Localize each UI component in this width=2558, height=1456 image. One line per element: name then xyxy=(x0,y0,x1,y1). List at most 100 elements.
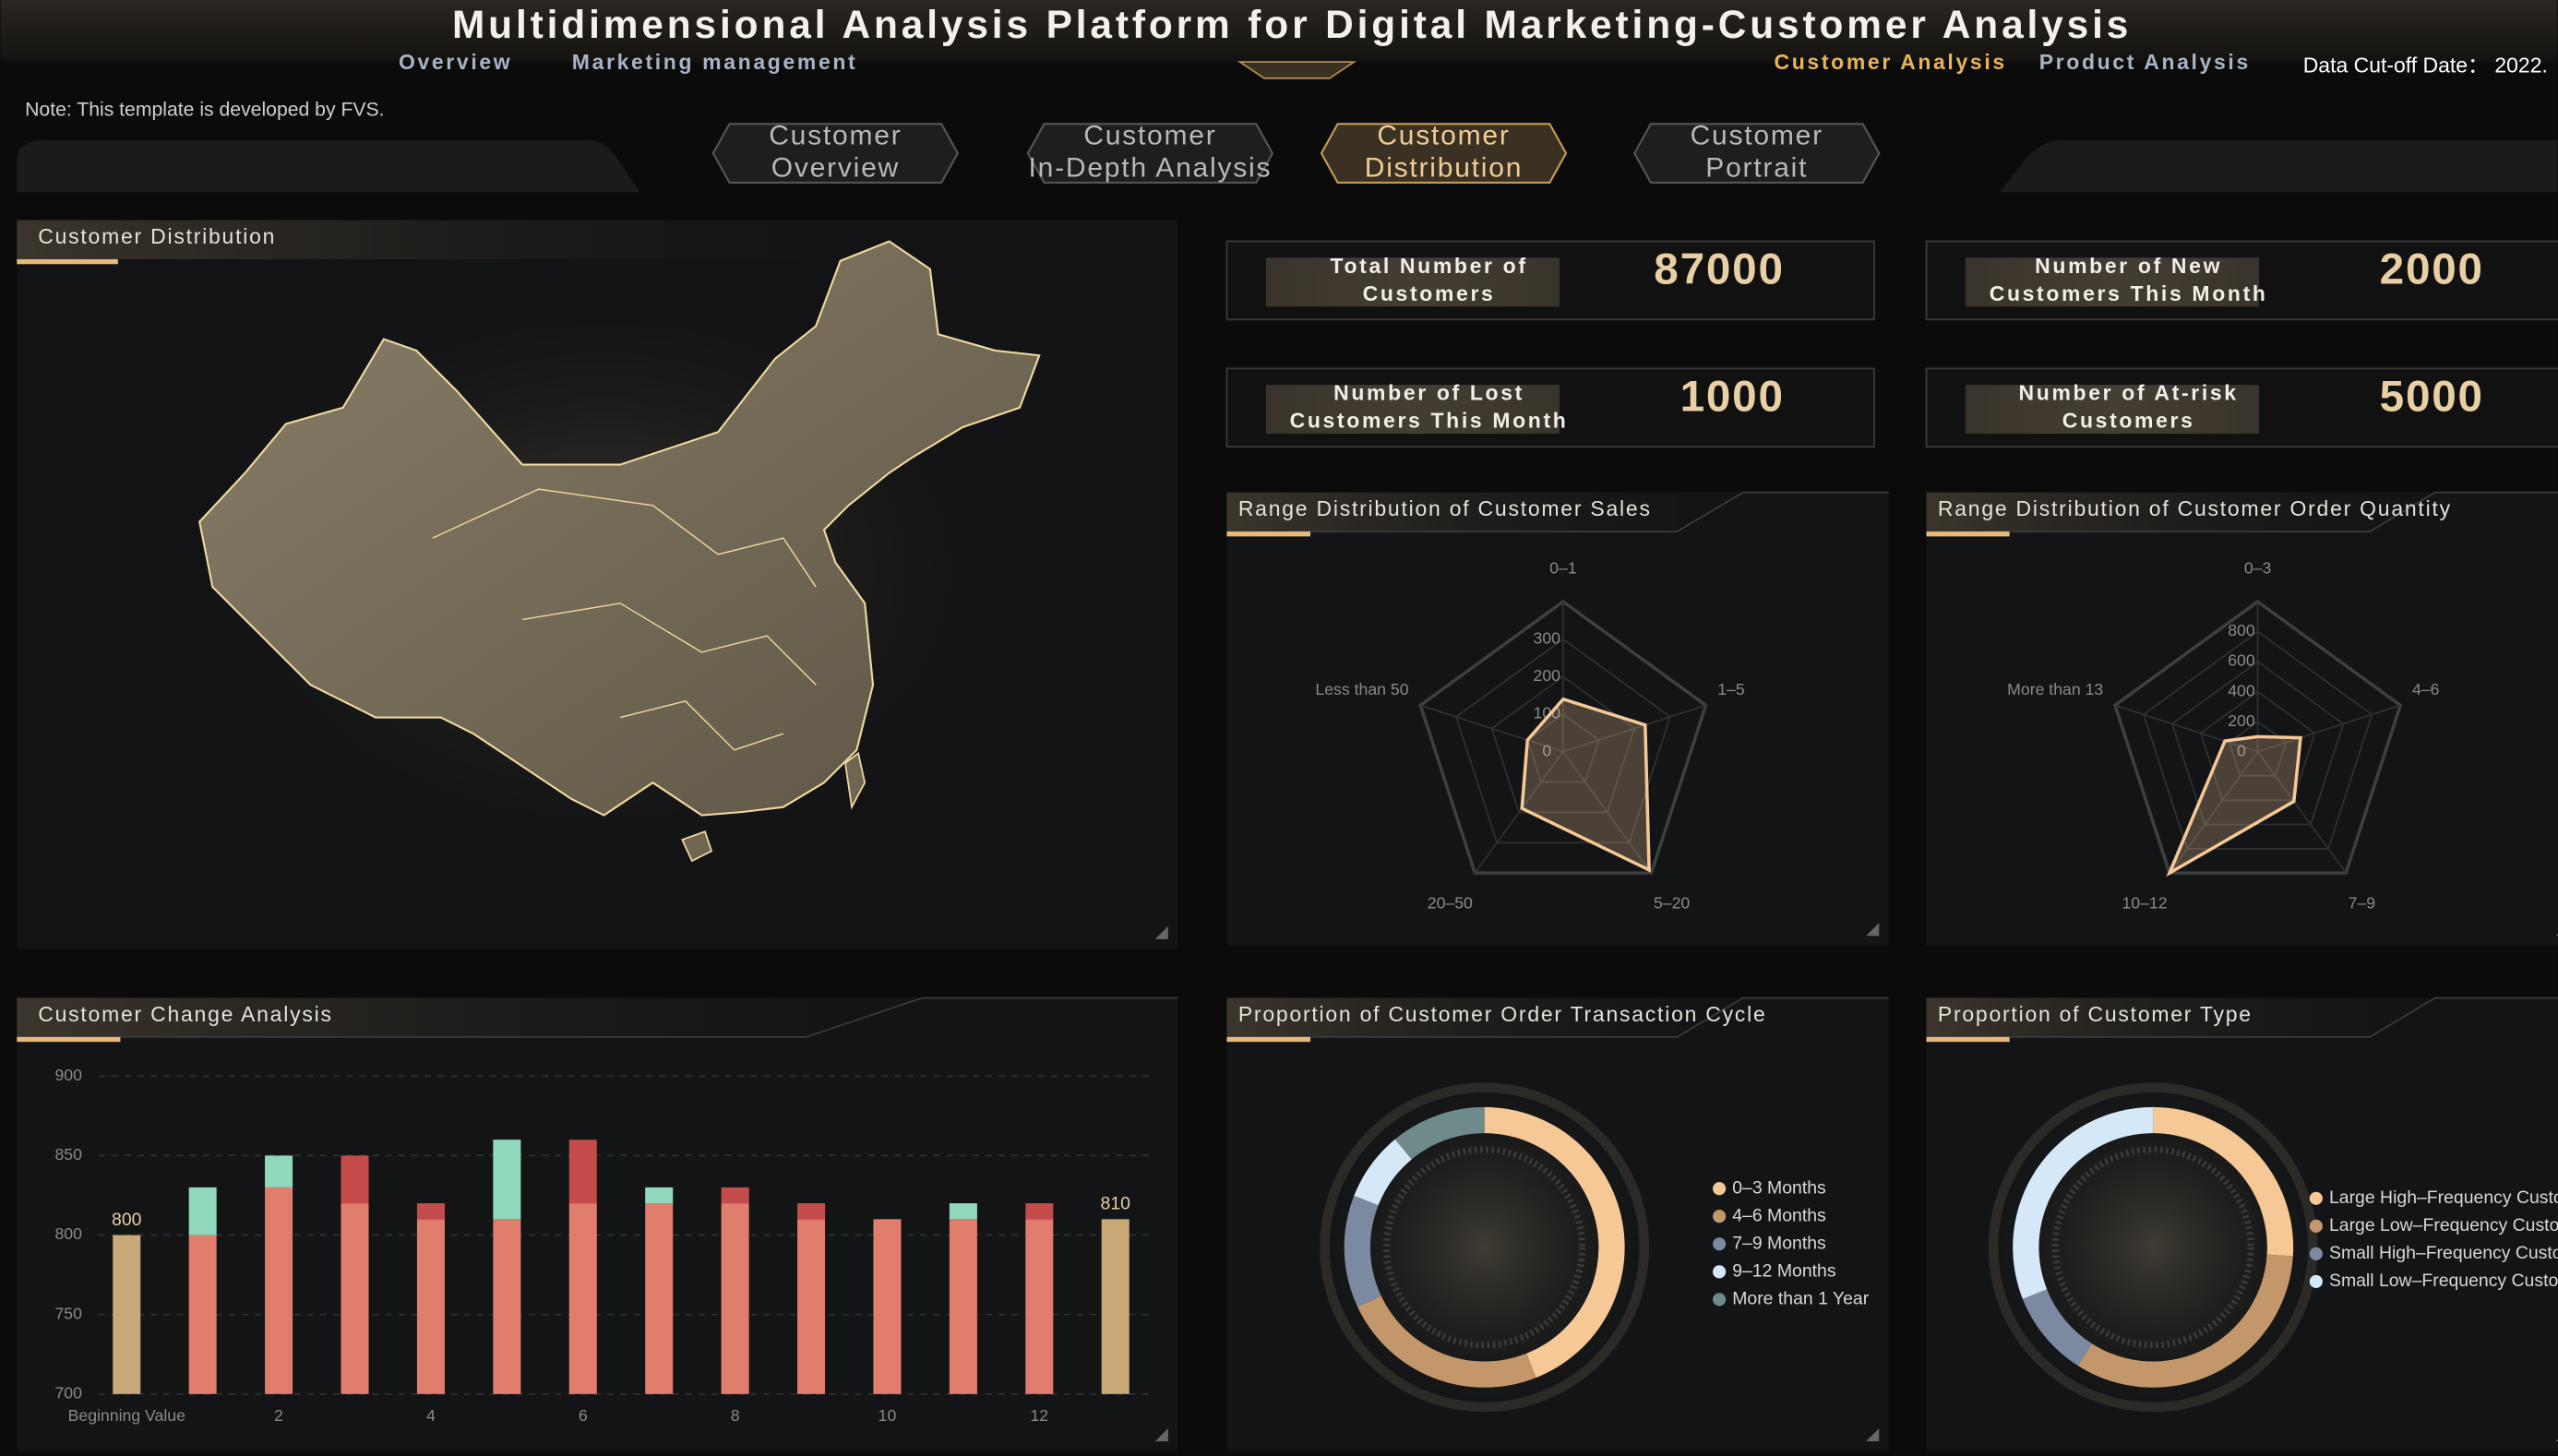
bar xyxy=(341,1203,369,1394)
sub-tab-label: Customer xyxy=(769,120,902,150)
panel-title: Range Distribution of Customer Order Qua… xyxy=(1938,496,2452,520)
corner-mark xyxy=(1866,923,1880,937)
kpi-label-bg xyxy=(1265,385,1560,435)
note: Note: This template is developed by FVS. xyxy=(25,100,384,121)
bar xyxy=(416,1203,445,1220)
kpi-label-bg xyxy=(1965,385,2260,435)
radar-tick-label: 800 xyxy=(2228,621,2255,639)
donut-inner-ring xyxy=(1383,1146,1586,1349)
bar xyxy=(797,1219,826,1394)
panel-title-line xyxy=(1226,491,1889,532)
panel-title-line xyxy=(1226,997,1889,1038)
panel-title-line xyxy=(1926,997,2558,1038)
sub-tab-frame xyxy=(1320,123,1568,184)
pie-chart: Proportion of Customer Type Large High–Fr… xyxy=(1926,997,2558,1451)
radar-tick-label: 200 xyxy=(1534,666,1561,685)
bar xyxy=(188,1187,217,1235)
sub-tab-frame xyxy=(711,123,960,184)
nav-tab[interactable]: Product Analysis xyxy=(2039,50,2251,74)
radar-area xyxy=(2166,734,2302,877)
bar xyxy=(645,1203,674,1394)
header-title: Multidimensional Analysis Platform for D… xyxy=(452,3,2132,46)
bar xyxy=(949,1219,977,1394)
sub-tab-label: Overview xyxy=(771,153,900,184)
sub-tab-label: Customer xyxy=(1083,120,1216,150)
sub-tab-frame xyxy=(1026,123,1274,184)
x-tick-label: 2 xyxy=(274,1406,283,1425)
cutoff-date: Data Cut-off Date： 2022. xyxy=(2303,54,2548,78)
kpi-card: Number of At-risk Customers 5000 xyxy=(1925,367,2558,448)
legend-label[interactable]: Small High–Frequency Custo xyxy=(2329,1243,2558,1263)
corner-mark xyxy=(1866,1427,1880,1442)
legend-marker xyxy=(1713,1265,1727,1279)
bar xyxy=(645,1187,674,1204)
donut-slice xyxy=(1357,1295,1536,1388)
legend-label[interactable]: Large High–Frequency Custo xyxy=(2329,1187,2558,1208)
panel-title-accent xyxy=(1926,531,2010,537)
donut-ring xyxy=(1320,1082,1650,1413)
legend-label[interactable]: 7–9 Months xyxy=(1732,1233,1826,1253)
corner-mark xyxy=(1154,925,1168,939)
x-tick-label: 8 xyxy=(731,1406,740,1425)
nav-tab[interactable]: Customer Analysis xyxy=(1775,50,2007,74)
radar-ring xyxy=(1490,675,1636,814)
kpi-label: Customers xyxy=(2062,409,2195,433)
nav-tab[interactable]: Overview xyxy=(399,50,512,74)
x-tick-label: 12 xyxy=(1030,1406,1048,1425)
y-tick-label: 700 xyxy=(54,1384,82,1402)
kpi-value: 5000 xyxy=(2380,373,2484,422)
legend-label[interactable]: Small Low–Frequency Custo xyxy=(2329,1271,2558,1291)
kpi-label: Customers This Month xyxy=(1990,281,2268,305)
radar-indicator: 0–1 xyxy=(1549,558,1576,577)
panel-title-accent xyxy=(1226,531,1310,537)
panel-title-accent xyxy=(1926,1036,2010,1043)
donut-slice xyxy=(2153,1106,2294,1257)
panel-title: Proportion of Customer Order Transaction… xyxy=(1238,1002,1767,1026)
radar-indicator: 10–12 xyxy=(2122,893,2167,912)
kpi-label: Number of At-risk xyxy=(2019,381,2239,405)
radar-outer xyxy=(2112,599,2403,875)
nav-base xyxy=(17,139,2558,193)
panel-bg xyxy=(1226,492,1889,946)
china-map xyxy=(198,240,1041,817)
corner-mark xyxy=(1154,1427,1168,1442)
legend-label[interactable]: Large Low–Frequency Custo xyxy=(2329,1215,2558,1235)
legend-label[interactable]: 0–3 Months xyxy=(1732,1177,1826,1198)
radar-indicator: Less than 50 xyxy=(1315,680,1408,698)
x-tick-label: Beginning Value xyxy=(68,1406,185,1425)
panel-title-accent xyxy=(1226,1036,1310,1043)
bar xyxy=(1025,1219,1054,1394)
donut-inner-ring xyxy=(2051,1146,2254,1349)
legend-label[interactable]: 9–12 Months xyxy=(1732,1260,1836,1281)
radar-indicator: 1–5 xyxy=(1717,680,1745,698)
legend-label[interactable]: More than 1 Year xyxy=(1732,1288,1869,1308)
bar xyxy=(416,1219,445,1394)
nav-tab[interactable]: Marketing management xyxy=(572,50,858,74)
panel-title: Range Distribution of Customer Sales xyxy=(1238,496,1652,520)
x-tick-label: 10 xyxy=(879,1406,897,1425)
bar xyxy=(568,1203,597,1394)
kpi-card: Number of Lost Customers This Month 1000 xyxy=(1225,367,1875,448)
x-tick-label: 6 xyxy=(579,1406,588,1425)
radar-indicator: 5–20 xyxy=(1654,893,1690,912)
bar xyxy=(265,1155,293,1187)
panel-title-bar xyxy=(1226,492,1678,532)
kpi-label-bg xyxy=(1265,257,1560,307)
radar-tick-label: 400 xyxy=(2228,681,2255,699)
bar xyxy=(949,1203,977,1220)
kpi-label: Total Number of xyxy=(1330,254,1527,278)
pie-chart: Proportion of Customer Order Transaction… xyxy=(1226,997,1889,1451)
legend-label[interactable]: 4–6 Months xyxy=(1732,1205,1826,1225)
panel-title-accent xyxy=(17,258,118,265)
panel-title: Customer Change Analysis xyxy=(38,1002,332,1026)
radar-ring xyxy=(2142,630,2373,850)
radar-axis xyxy=(2169,751,2259,874)
data-label: 810 xyxy=(1101,1194,1131,1214)
taiwan xyxy=(844,751,867,810)
